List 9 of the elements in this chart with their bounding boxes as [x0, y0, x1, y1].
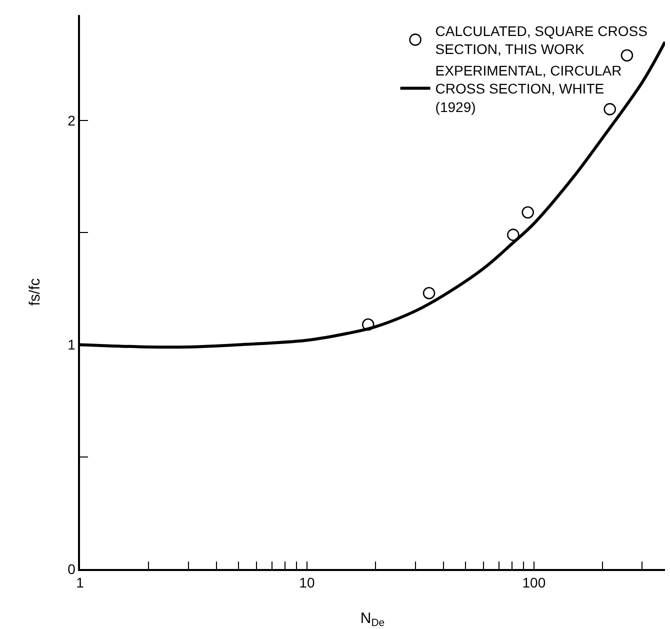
legend-label: EXPERIMENTAL, CIRCULAR CROSS SECTION, WHITE (1929): [435, 62, 622, 115]
x-tick-label: 10: [299, 574, 315, 591]
x-tick-label: 100: [522, 574, 546, 591]
y-tick-label: 2: [68, 112, 76, 128]
y-tick-label: 1: [68, 336, 76, 353]
legend-label: CALCULATED, SQUARE CROSS SECTION, THIS WORK: [435, 23, 648, 58]
y-axis-title: fs/fc: [26, 278, 44, 306]
y-tick-label: 0: [68, 560, 76, 577]
x-axis-title: N$_{De}$: [360, 610, 385, 629]
